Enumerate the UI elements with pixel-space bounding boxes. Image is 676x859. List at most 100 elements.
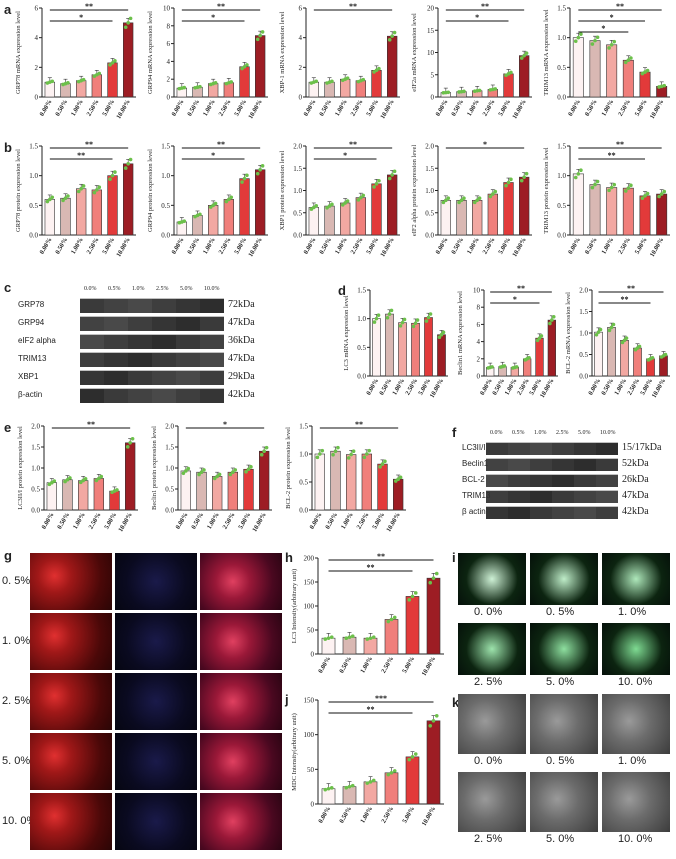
bar [91,189,102,236]
data-point [115,488,119,492]
data-point [434,571,439,576]
data-point [623,60,628,65]
fluorescence-image [200,793,282,850]
data-point [108,177,112,182]
data-point [349,452,353,457]
data-point [347,784,352,789]
x-tick-label: 1.00% [70,237,85,256]
x-tick-label: 1.00% [334,99,349,118]
data-point [640,196,645,200]
y-tick-label: 0.5 [299,479,308,487]
y-tick-label: 1.0 [161,172,170,180]
lane-concentration-label: 1.0% [132,286,145,292]
x-tick-label: 10.00% [379,98,396,120]
data-point [509,70,513,75]
data-point [374,316,379,321]
y-tick-label: 0.5 [425,209,434,217]
data-point [626,58,631,63]
bar [78,480,89,511]
data-point [659,192,664,196]
bar [519,176,530,236]
data-point [504,183,508,188]
lane-concentration-label: 0.0% [84,286,97,292]
bar [44,199,55,236]
bar [371,70,382,98]
data-point [345,199,350,203]
data-point [398,324,403,328]
data-point [371,635,376,640]
significance-marker: ** [355,420,363,429]
x-tick-label: 0.00% [317,806,332,825]
bar [239,66,250,98]
data-point [224,199,229,204]
data-point [524,51,529,55]
bar [346,454,357,511]
bar [503,182,514,236]
y-tick-label: 10 [473,287,481,295]
x-tick-label: 2.50% [222,512,237,531]
x-tick-label: 5.00% [365,99,380,118]
data-point [50,79,55,84]
data-point [81,184,86,188]
bar [387,174,398,236]
data-point [441,330,446,335]
data-point [434,714,439,718]
blot-band-row [80,352,224,367]
x-tick-label: 5.00% [401,656,416,675]
x-tick-label: 0.50% [318,99,333,118]
x-tick-label: 1.00% [206,512,221,531]
blot-protein-label: GRP94 [18,318,45,327]
data-point [371,778,376,783]
data-point [437,335,442,339]
bar [91,74,102,98]
significance-marker: ** [608,151,616,160]
y-axis-label: LC3 mRNA expression level [343,295,350,370]
data-point [519,56,524,60]
data-point [387,176,392,181]
y-axis-label: GRP78 protein expression level [15,149,22,232]
fluorescence-image [115,733,197,790]
significance-marker: ** [349,2,357,11]
y-tick-label: 4 [477,338,481,346]
bar [212,476,223,511]
concentration-label: 0. 0% [474,755,503,767]
significance-marker: * [79,13,83,22]
significance-marker: * [211,13,215,22]
bar [123,163,134,236]
blot-band-row [80,316,224,331]
data-point [314,203,319,208]
data-point [264,445,269,450]
bar [321,637,336,655]
bar [255,169,266,236]
y-tick-label: 1.0 [293,187,302,195]
blot-band-row [80,388,224,403]
x-tick-label: 5.00% [103,512,118,531]
y-tick-label: 0.5 [293,209,302,217]
significance-marker: * [223,420,227,429]
y-tick-label: 10 [427,49,435,57]
y-tick-label: 1.0 [299,451,308,459]
concentration-label: 1. 0% [618,606,647,618]
y-tick-label: 1.5 [29,143,38,151]
data-point [198,212,202,217]
data-point [645,68,650,73]
data-point [347,635,352,639]
blot-band-row [80,298,224,313]
data-point [125,445,130,449]
green-fluorescence-image [458,553,526,605]
y-tick-label: 8 [477,304,481,312]
x-tick-label: 0.00% [39,99,54,118]
data-point [522,175,526,179]
lane-concentration-label: 0.0% [490,430,503,436]
data-point [184,469,188,473]
y-tick-label: 2.0 [293,143,302,151]
blot-kda-label: 42kDa [622,506,649,517]
data-point [128,157,133,162]
y-tick-label: 0 [431,94,435,102]
y-axis-label: Beclin1 mRNA expression level [457,291,464,375]
y-tick-label: 0 [311,801,315,809]
significance-marker: *** [375,694,387,703]
y-tick-label: 2 [477,355,481,363]
y-tick-label: 1.5 [293,165,302,173]
y-tick-label: 100 [304,603,315,611]
